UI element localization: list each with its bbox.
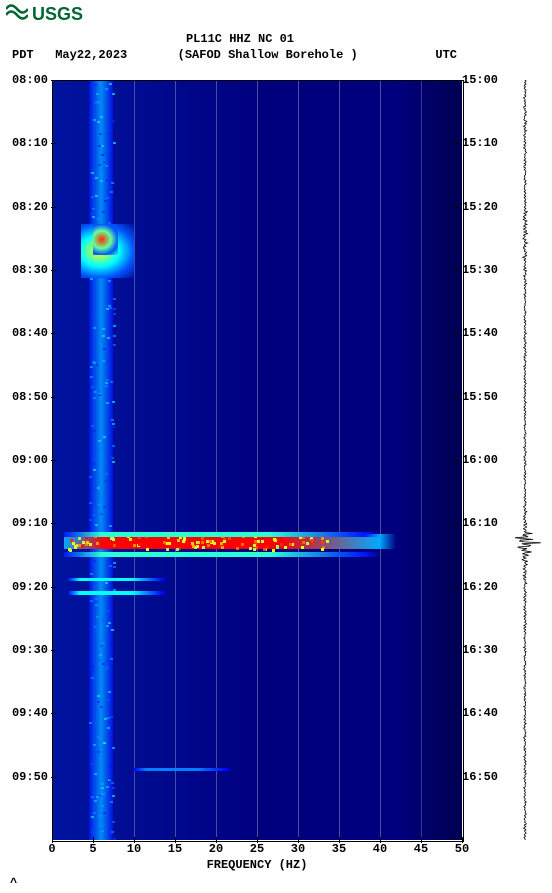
logo-text: USGS	[32, 4, 83, 25]
wave-icon	[6, 4, 28, 25]
spectrogram-stripe	[68, 591, 166, 594]
x-tick: 15	[168, 842, 182, 856]
y-left-tick: 08:20	[4, 200, 48, 214]
x-tick: 25	[250, 842, 264, 856]
chart-title-block: PL11C HHZ NC 01	[0, 32, 480, 46]
x-axis-label: FREQUENCY (HZ)	[52, 858, 462, 872]
y-left-tick: 09:20	[4, 580, 48, 594]
y-left-tick: 08:00	[4, 73, 48, 87]
header-left: PDT May22,2023 (SAFOD Shallow Borehole )	[12, 48, 358, 62]
seismogram-path	[515, 80, 541, 840]
gridline	[380, 80, 381, 840]
x-tick: 0	[48, 842, 55, 856]
x-tick: 35	[332, 842, 346, 856]
x-tick: 20	[209, 842, 223, 856]
spectrogram-stripe	[64, 532, 380, 537]
left-tz: PDT	[12, 48, 34, 62]
gridline	[257, 80, 258, 840]
right-fade	[396, 80, 462, 840]
y-left-tick: 08:30	[4, 263, 48, 277]
spectrogram-stripe	[68, 578, 166, 581]
date: May22,2023	[55, 48, 127, 62]
x-tick: 10	[127, 842, 141, 856]
seismogram-trace	[500, 80, 550, 840]
x-tick: 50	[455, 842, 469, 856]
y-left-tick: 08:10	[4, 136, 48, 150]
y-left-tick: 09:50	[4, 770, 48, 784]
x-tick: 5	[89, 842, 96, 856]
haze-layer	[52, 80, 257, 840]
usgs-logo: USGS	[6, 4, 83, 25]
spectrogram-plot	[52, 80, 462, 840]
y-axis-left: 08:0008:1008:2008:3008:4008:5009:0009:10…	[4, 80, 48, 840]
x-tick: 45	[414, 842, 428, 856]
subtitle: (SAFOD Shallow Borehole )	[178, 48, 358, 62]
right-tz: UTC	[435, 48, 457, 62]
spectrogram-stripe	[134, 768, 232, 771]
x-axis: FREQUENCY (HZ) 05101520253035404550	[52, 840, 462, 880]
y-left-tick: 09:30	[4, 643, 48, 657]
gridline	[339, 80, 340, 840]
y-left-tick: 08:50	[4, 390, 48, 404]
x-tick: 40	[373, 842, 387, 856]
spectrogram-blob	[93, 224, 118, 254]
caret-icon: ^	[10, 876, 17, 890]
gridline	[298, 80, 299, 840]
x-tick: 30	[291, 842, 305, 856]
y-left-tick: 09:40	[4, 706, 48, 720]
y-left-tick: 08:40	[4, 326, 48, 340]
y-left-tick: 09:10	[4, 516, 48, 530]
spectrogram-stripe	[64, 552, 380, 557]
y-left-tick: 09:00	[4, 453, 48, 467]
station-title: PL11C HHZ NC 01	[0, 32, 480, 46]
